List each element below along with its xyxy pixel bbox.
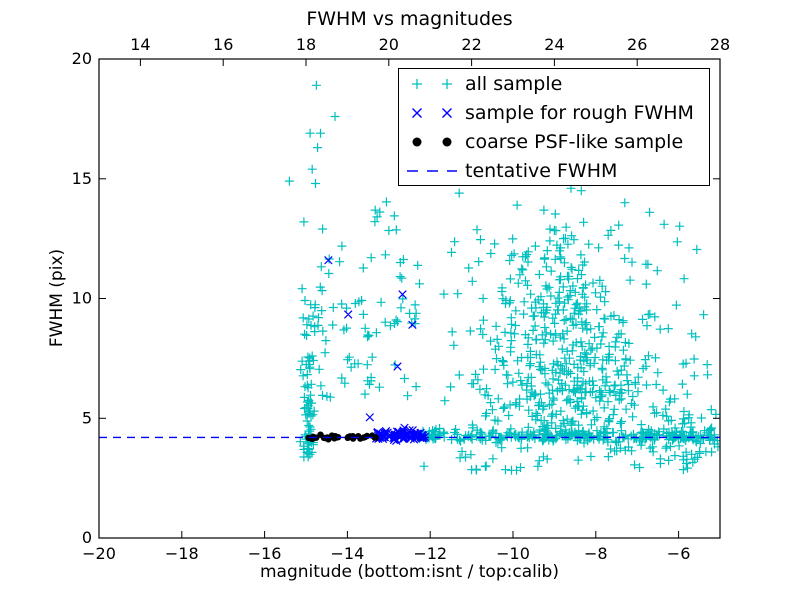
svg-text:28: 28 <box>710 35 730 54</box>
svg-text:18: 18 <box>296 35 316 54</box>
legend-label: tentative FWHM <box>465 159 618 182</box>
dot-marker-icon <box>412 137 452 146</box>
series-x <box>324 255 430 446</box>
svg-text:24: 24 <box>544 35 564 54</box>
scatter-points <box>284 80 720 475</box>
svg-text:22: 22 <box>461 35 481 54</box>
x-axis-top: 14 16 18 20 22 24 26 28 <box>130 35 730 66</box>
svg-text:10: 10 <box>72 289 92 308</box>
scatter-points <box>324 255 430 446</box>
dashed-line-icon <box>407 169 457 172</box>
legend-entry: sample for rough FWHM <box>399 98 709 127</box>
legend-entry: coarse PSF-like sample <box>399 127 709 156</box>
legend-label: sample for rough FWHM <box>465 101 694 124</box>
svg-text:−20: −20 <box>82 544 116 563</box>
y-axis-left: 0 5 10 15 20 <box>72 49 720 547</box>
svg-text:20: 20 <box>72 49 92 68</box>
x-marker-icon <box>412 107 452 118</box>
legend-entry: all sample <box>399 69 709 98</box>
series-plus <box>284 80 720 475</box>
scatter-points <box>305 431 379 443</box>
svg-text:14: 14 <box>130 35 150 54</box>
svg-text:−18: −18 <box>165 544 199 563</box>
legend-label: coarse PSF-like sample <box>465 130 684 153</box>
svg-text:−14: −14 <box>331 544 365 563</box>
legend-entry: tentative FWHM <box>399 156 709 185</box>
chart-title: FWHM vs magnitudes <box>306 8 513 30</box>
y-axis-label: FWHM (pix) <box>47 248 67 348</box>
x-axis-label: magnitude (bottom:isnt / top:calib) <box>260 562 559 582</box>
svg-text:−10: −10 <box>496 544 530 563</box>
svg-text:20: 20 <box>379 35 399 54</box>
legend-label: all sample <box>465 72 563 95</box>
plus-marker-icon <box>412 78 452 89</box>
svg-text:−16: −16 <box>248 544 282 563</box>
svg-text:−12: −12 <box>413 544 447 563</box>
svg-text:−8: −8 <box>584 544 608 563</box>
x-axis-bottom: −20 −18 −16 −14 −12 −10 −8 −6 <box>82 531 690 563</box>
svg-text:−6: −6 <box>667 544 691 563</box>
svg-text:16: 16 <box>213 35 233 54</box>
series-dot <box>305 431 379 443</box>
svg-text:26: 26 <box>627 35 647 54</box>
legend: all sample sample for rough FWHM coarse … <box>398 68 710 186</box>
svg-text:15: 15 <box>72 169 92 188</box>
svg-text:0: 0 <box>82 528 92 547</box>
svg-text:5: 5 <box>82 408 92 427</box>
